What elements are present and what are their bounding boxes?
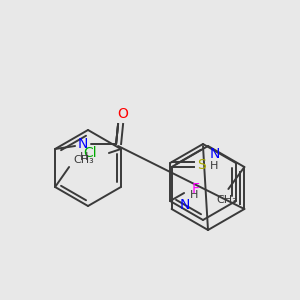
Text: H: H: [190, 190, 198, 200]
Text: CH₃: CH₃: [216, 195, 237, 205]
Text: N: N: [180, 198, 190, 212]
Text: H: H: [210, 161, 218, 171]
Text: O: O: [118, 107, 128, 121]
Text: N: N: [78, 137, 88, 151]
Text: H: H: [80, 152, 88, 162]
Text: N: N: [210, 147, 220, 161]
Text: Cl: Cl: [83, 146, 97, 160]
Text: CH₃: CH₃: [73, 155, 94, 165]
Text: S: S: [197, 158, 206, 172]
Text: F: F: [192, 182, 200, 196]
